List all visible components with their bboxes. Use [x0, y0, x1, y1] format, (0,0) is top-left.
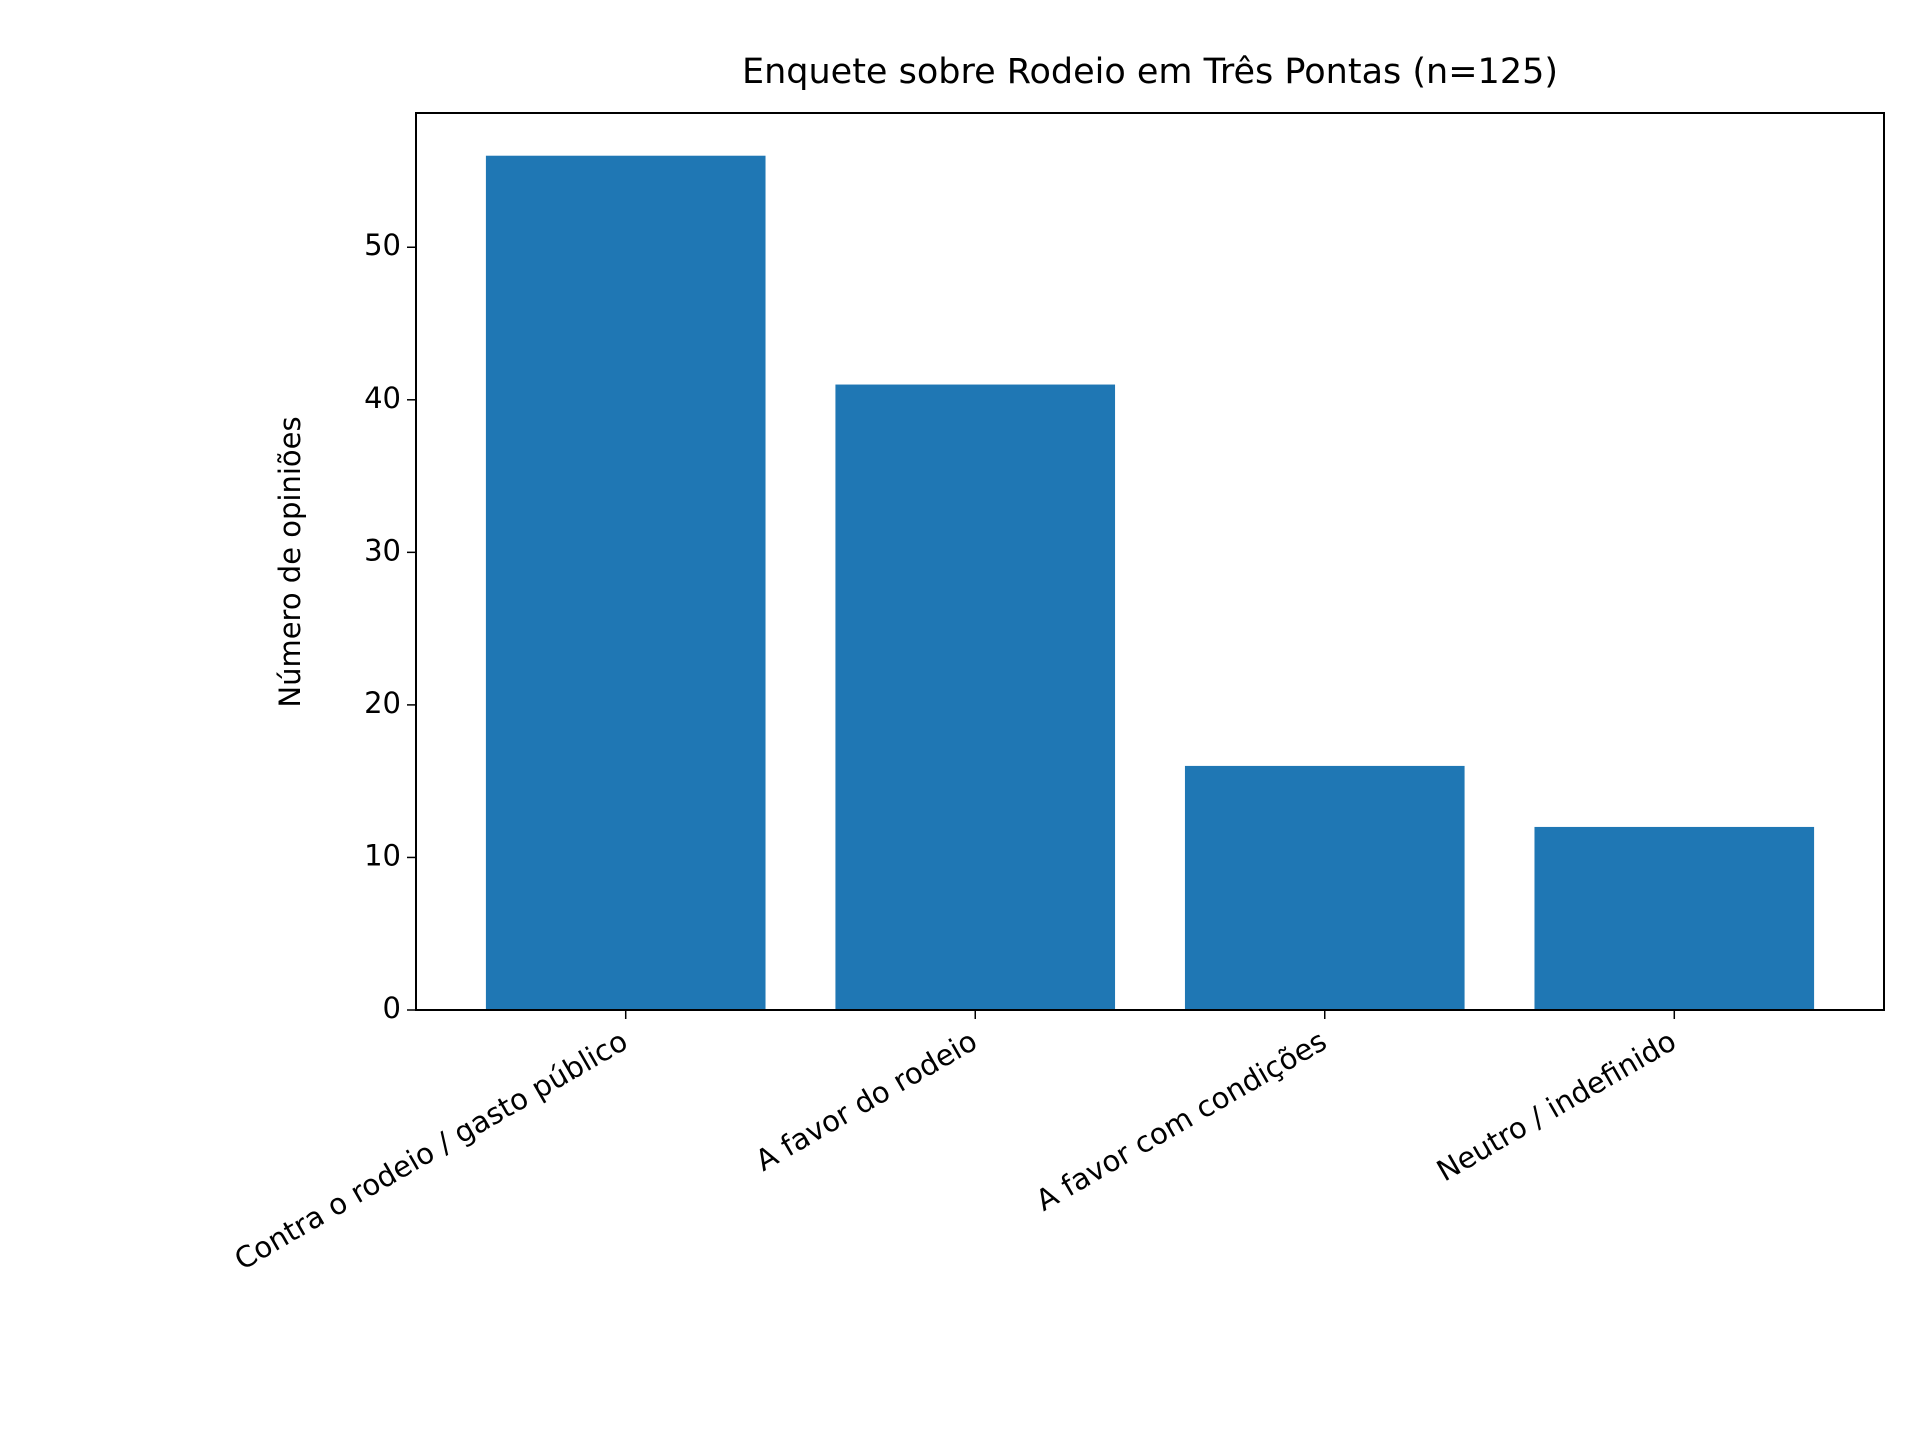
bar [835, 384, 1116, 1011]
y-tick-label: 40 [364, 381, 401, 415]
y-axis-label: Número de opiniões [273, 416, 307, 707]
y-tick-label: 50 [364, 228, 401, 262]
y-tick-label: 10 [364, 838, 401, 872]
chart-title: Enquete sobre Rodeio em Três Pontas (n=1… [742, 52, 1558, 92]
x-tick-label: Neutro / indefinido [1431, 1024, 1682, 1188]
y-tick-label: 20 [364, 686, 401, 720]
bar [1534, 826, 1815, 1010]
x-tick-label: A favor do rodeio [750, 1024, 983, 1178]
x-tick-label: A favor com condições [1030, 1024, 1332, 1218]
plot-frame [415, 112, 1885, 1011]
bar [1184, 765, 1465, 1010]
y-tick-label: 30 [364, 533, 401, 567]
y-tick-label: 0 [383, 991, 401, 1025]
x-tick-label: Contra o rodeio / gasto público [229, 1024, 634, 1277]
bar [485, 155, 766, 1010]
